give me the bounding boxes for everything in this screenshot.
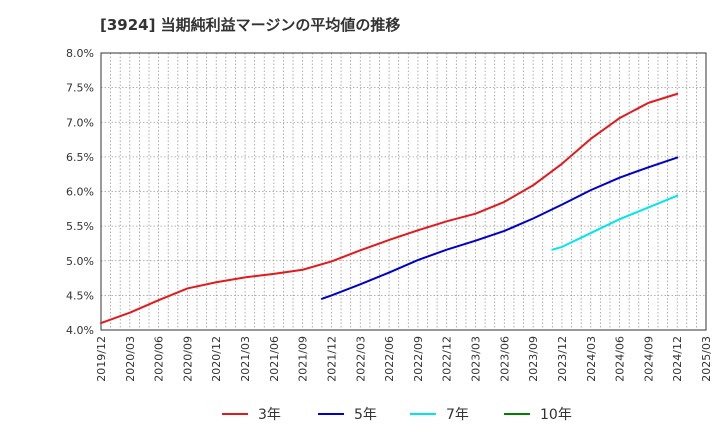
x-tick-label: 2025/03 bbox=[700, 336, 713, 382]
x-tick-label: 2023/09 bbox=[527, 336, 540, 382]
x-tick-label: 2023/06 bbox=[498, 336, 511, 382]
x-tick-label: 2022/03 bbox=[354, 336, 367, 382]
x-tick-label: 2024/09 bbox=[642, 336, 655, 382]
x-tick-label: 2021/12 bbox=[325, 336, 338, 382]
x-tick-label: 2020/12 bbox=[210, 336, 223, 382]
legend-label: 10年 bbox=[540, 407, 572, 423]
y-tick-label: 6.0% bbox=[66, 186, 94, 199]
x-tick-label: 2023/03 bbox=[470, 336, 483, 382]
legend-item: 3年 bbox=[222, 402, 281, 426]
y-tick-label: 4.0% bbox=[66, 324, 94, 337]
x-tick-label: 2024/12 bbox=[671, 336, 684, 382]
legend-label: 5年 bbox=[354, 407, 377, 423]
series-line-3 bbox=[551, 194, 679, 251]
legend-item: 7年 bbox=[410, 402, 469, 426]
series-line-2 bbox=[320, 156, 679, 300]
y-tick-label: 5.0% bbox=[66, 255, 94, 268]
legend-label: 7年 bbox=[446, 407, 469, 423]
x-tick-label: 2023/12 bbox=[556, 336, 569, 382]
x-tick-label: 2022/12 bbox=[441, 336, 454, 382]
legend-label: 3年 bbox=[258, 407, 281, 423]
x-tick-label: 2020/03 bbox=[124, 336, 137, 382]
x-tick-label: 2024/03 bbox=[585, 336, 598, 382]
legend-swatch bbox=[504, 413, 530, 415]
legend-item: 10年 bbox=[504, 402, 572, 426]
y-tick-label: 7.5% bbox=[66, 82, 94, 95]
legend-swatch bbox=[410, 413, 436, 415]
x-tick-label: 2020/06 bbox=[153, 336, 166, 382]
x-tick-label: 2022/06 bbox=[383, 336, 396, 382]
x-tick-label: 2022/09 bbox=[412, 336, 425, 382]
x-tick-label: 2021/06 bbox=[268, 336, 281, 382]
legend-swatch bbox=[222, 413, 248, 415]
x-tick-label: 2020/09 bbox=[181, 336, 194, 382]
legend-item: 5年 bbox=[318, 402, 377, 426]
x-tick-label: 2021/03 bbox=[239, 336, 252, 382]
y-tick-label: 8.0% bbox=[66, 47, 94, 60]
chart-legend: 3年 5年 7年 10年 bbox=[0, 402, 720, 426]
x-tick-label: 2019/12 bbox=[95, 336, 108, 382]
x-tick-label: 2024/06 bbox=[614, 336, 627, 382]
x-tick-label: 2021/09 bbox=[297, 336, 310, 382]
plot-border bbox=[100, 52, 707, 331]
y-tick-label: 5.5% bbox=[66, 220, 94, 233]
y-tick-label: 7.0% bbox=[66, 116, 94, 129]
chart-title: [3924] 当期純利益マージンの平均値の推移 bbox=[100, 16, 401, 34]
legend-swatch bbox=[318, 413, 344, 415]
y-tick-label: 6.5% bbox=[66, 151, 94, 164]
series-line-1 bbox=[100, 92, 679, 325]
y-tick-label: 4.5% bbox=[66, 289, 94, 302]
